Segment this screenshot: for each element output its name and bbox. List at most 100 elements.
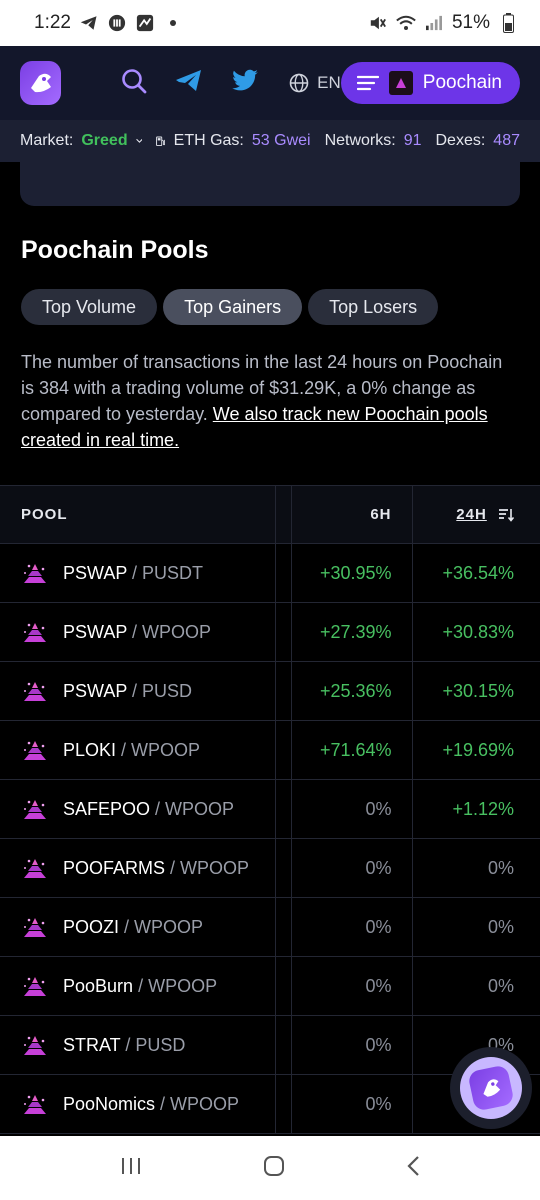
app-logo[interactable] <box>20 61 62 105</box>
pool-change-6h: +27.39% <box>291 602 413 662</box>
new-pools-link[interactable]: We also track new Poochain pools created… <box>21 404 488 450</box>
pool-change-6h: +71.64% <box>291 720 413 780</box>
dexes-value: 487 <box>493 132 520 149</box>
globe-icon <box>289 73 309 93</box>
table-row[interactable]: POOFARMS / WPOOP 0% 0% <box>0 838 540 898</box>
logo-icon <box>30 73 51 93</box>
poochain-token-icon <box>24 1036 46 1055</box>
column-spacer <box>275 1015 292 1075</box>
column-spacer <box>275 602 292 662</box>
pool-cell[interactable]: STRAT / PUSD <box>0 1015 276 1075</box>
pool-base-token: STRAT <box>63 1034 121 1055</box>
pool-quote-token: / PUSD <box>125 1034 186 1055</box>
pool-cell[interactable]: SAFEPOO / WPOOP <box>0 779 276 839</box>
tab-top-volume[interactable]: Top Volume <box>21 289 158 325</box>
pool-base-token: PooBurn <box>63 975 134 996</box>
pool-cell[interactable]: PLOKI / WPOOP <box>0 720 276 780</box>
pool-quote-token: / WPOOP <box>155 798 235 819</box>
pool-change-24h: +30.83% <box>412 602 540 662</box>
table-row[interactable]: PooBurn / WPOOP 0% 0% <box>0 956 540 1016</box>
market-sentiment-value[interactable]: Greed <box>81 132 128 149</box>
pool-base-token: PSWAP <box>63 562 128 583</box>
mute-icon <box>368 13 388 33</box>
twitter-icon[interactable] <box>231 69 259 98</box>
table-row[interactable]: PSWAP / PUSD +25.36% +30.15% <box>0 661 540 721</box>
networks-value: 91 <box>403 132 422 149</box>
gas-value: 53 Gwei <box>251 132 311 149</box>
dexes-label: Dexes: <box>435 132 486 149</box>
market-info-bar: Market: Greed ETH Gas: 53 Gwei Networks:… <box>0 120 540 162</box>
pool-change-6h: +25.36% <box>291 661 413 721</box>
search-icon[interactable] <box>121 68 147 99</box>
pool-change-24h: +1.12% <box>412 779 540 839</box>
pool-change-6h: 0% <box>291 1015 413 1075</box>
table-row[interactable]: PSWAP / PUSDT +30.95% +36.54% <box>0 543 540 603</box>
column-spacer <box>275 779 292 839</box>
pool-base-token: POOZI <box>63 916 120 937</box>
column-spacer <box>275 956 292 1016</box>
pool-column-header[interactable]: POOL <box>0 485 276 544</box>
battery-percent: 51% <box>451 12 490 33</box>
pool-cell[interactable]: PSWAP / WPOOP <box>0 602 276 662</box>
poochain-token-icon <box>24 623 46 642</box>
poochain-token-icon <box>24 918 46 937</box>
more-notifications-dot-icon <box>163 13 183 33</box>
app-notification-icon <box>107 13 127 33</box>
chevron-down-icon[interactable] <box>135 137 143 145</box>
poochain-token-icon <box>24 800 46 819</box>
chain-selector-button[interactable]: Poochain <box>340 62 520 104</box>
pool-change-24h: +36.54% <box>412 543 540 603</box>
fab-inner <box>460 1057 522 1119</box>
poochain-token-icon <box>24 564 46 583</box>
table-row[interactable]: PLOKI / WPOOP +71.64% +19.69% <box>0 720 540 780</box>
recent-apps-icon[interactable] <box>120 1156 142 1181</box>
pool-quote-token: / PUSDT <box>132 562 204 583</box>
pool-cell[interactable]: POOFARMS / WPOOP <box>0 838 276 898</box>
pool-base-token: PSWAP <box>63 621 128 642</box>
description-text: The number of transactions in the last 2… <box>21 352 503 424</box>
pool-cell[interactable]: POOZI / WPOOP <box>0 897 276 957</box>
pool-change-24h: 0% <box>412 956 540 1016</box>
24h-header-label[interactable]: 24H <box>456 506 487 523</box>
home-icon[interactable] <box>263 1155 285 1182</box>
telegram-icon[interactable] <box>175 69 203 98</box>
poochain-token-icon <box>24 1095 46 1114</box>
pool-cell[interactable]: PooNomics / WPOOP <box>0 1074 276 1134</box>
poochain-token-icon <box>24 859 46 878</box>
pool-cell[interactable]: PSWAP / PUSD <box>0 661 276 721</box>
back-icon[interactable] <box>406 1155 420 1182</box>
pool-change-24h: +30.15% <box>412 661 540 721</box>
pool-change-24h: 0% <box>412 838 540 898</box>
logo-icon <box>483 1079 501 1097</box>
column-spacer <box>275 720 292 780</box>
telegram-notification-icon <box>79 13 99 33</box>
pool-change-6h: 0% <box>291 838 413 898</box>
pool-base-token: POOFARMS <box>63 857 166 878</box>
pool-quote-token: / WPOOP <box>138 975 218 996</box>
table-row[interactable]: POOZI / WPOOP 0% 0% <box>0 897 540 957</box>
pool-change-6h: 0% <box>291 897 413 957</box>
table-row[interactable]: STRAT / PUSD 0% 0% <box>0 1015 540 1075</box>
6h-column-header[interactable]: 6H <box>291 485 413 544</box>
pool-quote-token: / WPOOP <box>124 916 204 937</box>
tab-top-gainers[interactable]: Top Gainers <box>163 289 303 325</box>
pool-change-6h: 0% <box>291 956 413 1016</box>
language-selector[interactable]: EN <box>289 73 341 93</box>
24h-column-header[interactable]: 24H <box>412 485 540 544</box>
pool-quote-token: / WPOOP <box>121 739 201 760</box>
market-label: Market: <box>20 132 74 149</box>
sort-descending-icon[interactable] <box>498 508 515 522</box>
table-row[interactable]: SAFEPOO / WPOOP 0% +1.12% <box>0 779 540 839</box>
floating-app-button[interactable] <box>450 1047 532 1129</box>
pool-cell[interactable]: PSWAP / PUSDT <box>0 543 276 603</box>
table-row[interactable]: PSWAP / WPOOP +27.39% +30.83% <box>0 602 540 662</box>
tab-top-losers[interactable]: Top Losers <box>308 289 439 325</box>
pool-quote-token: / WPOOP <box>170 857 250 878</box>
poochain-token-icon <box>24 741 46 760</box>
pool-quote-token: / PUSD <box>132 680 193 701</box>
column-spacer <box>275 543 292 603</box>
pool-cell[interactable]: PooBurn / WPOOP <box>0 956 276 1016</box>
pool-quote-token: / WPOOP <box>132 621 212 642</box>
networks-label: Networks: <box>324 132 396 149</box>
status-time: 1:22 <box>34 12 71 33</box>
